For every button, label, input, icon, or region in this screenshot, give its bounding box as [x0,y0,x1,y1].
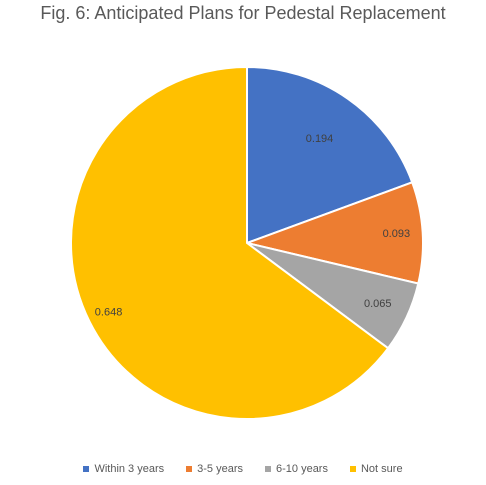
legend-label: Within 3 years [94,463,165,475]
legend-item-3-5-years: 3-5 years [186,463,243,475]
data-label-6-10-years: 0.065 [364,298,392,310]
chart-title: Fig. 6: Anticipated Plans for Pedestal R… [40,3,446,23]
legend-swatch [265,466,271,472]
legend-label: 6-10 years [276,463,328,475]
data-label-within-3-years: 0.194 [306,133,334,145]
legend-label: 3-5 years [197,463,243,475]
chart-legend: Within 3 years 3-5 years 6-10 years Not … [0,463,486,475]
legend-swatch [83,466,90,472]
pie-slices [70,65,424,420]
pie-data-labels: 0.194 0.093 0.065 0.648 [95,133,410,318]
legend-item-not-sure: Not sure [349,463,403,475]
legend-item-within-3-years: Within 3 years [83,463,164,475]
pie-slice-3-5-years [243,181,424,285]
legend-swatch [349,466,356,472]
data-label-not-sure: 0.648 [95,306,123,318]
pie-slice-not-sure [70,65,390,420]
legend-label: Not sure [360,463,403,475]
data-label-3-5-years: 0.093 [383,228,411,240]
pie-slice-within-3-years [246,65,414,245]
legend-swatch [186,466,193,472]
legend-item-6-10-years: 6-10 years [265,463,328,475]
